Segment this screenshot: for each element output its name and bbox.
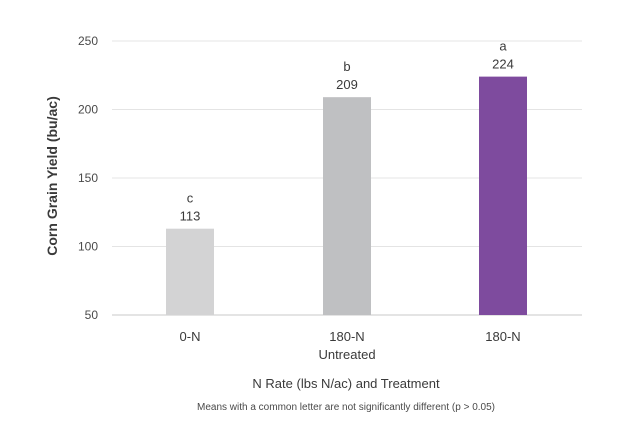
category-label: 0-N [180, 329, 201, 344]
bar-value-label: 224 [492, 57, 514, 72]
category-sublabel: Untreated [318, 347, 375, 362]
y-axis-label: Corn Grain Yield (bu/ac) [44, 96, 60, 255]
y-tick-label: 200 [78, 103, 98, 117]
x-axis-label: N Rate (lbs N/ac) and Treatment [252, 376, 440, 391]
bar [166, 228, 214, 315]
y-tick-label: 150 [78, 171, 98, 185]
significance-letter: c [187, 191, 194, 206]
significance-letter: b [343, 59, 350, 74]
bars [166, 76, 527, 316]
bar-value-label: 113 [180, 209, 201, 224]
category-labels: 0-N 180-N Untreated 180-N [180, 329, 521, 362]
bar [323, 97, 371, 315]
y-tick-label: 50 [85, 308, 99, 322]
y-tick-label: 250 [78, 34, 98, 48]
category-label: 180-N [485, 329, 520, 344]
significance-letter: a [499, 39, 507, 54]
data-labels: 113 c 209 b 224 a [180, 39, 514, 224]
y-tick-labels: 50 100 150 200 250 [78, 34, 98, 322]
bar [479, 76, 527, 316]
bar-value-label: 209 [336, 77, 358, 92]
category-label: 180-N [329, 329, 364, 344]
y-tick-label: 100 [78, 240, 98, 254]
significance-note: Means with a common letter are not signi… [197, 402, 495, 413]
